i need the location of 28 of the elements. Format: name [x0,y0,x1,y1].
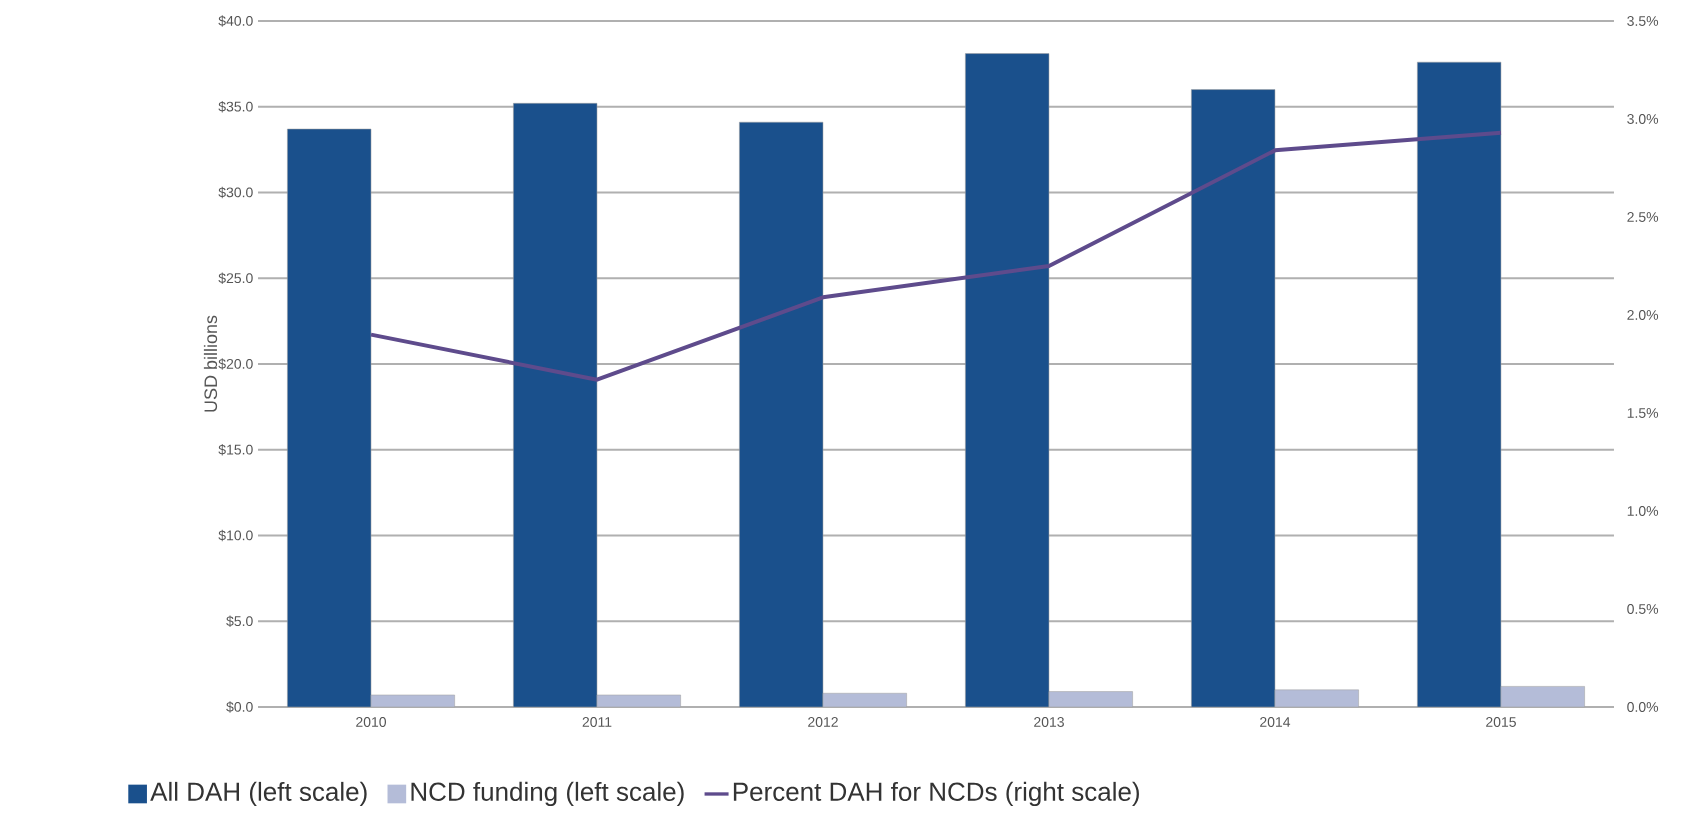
y-tick-label: $35.0 [218,101,253,113]
legend-label: All DAH (left scale) [150,781,367,807]
y-axis-title: USD billions [203,315,218,412]
y-tick-label: $5.0 [226,615,253,627]
y-tick-label: $15.0 [218,444,253,456]
x-tick-label: 2013 [1034,717,1064,727]
legend-label: NCD funding (left scale) [411,781,684,807]
y2-tick-label: 1.5% [1627,408,1659,418]
y-tick-label: $40.0 [218,15,253,27]
y-tick-label: $20.0 [218,358,253,370]
y2-tick-label: 1.0% [1627,506,1659,516]
x-tick-label: 2011 [582,717,612,727]
y-tick-label: $10.0 [218,529,253,542]
y2-tick-label: 3.0% [1627,114,1659,124]
line-series [369,130,1503,382]
x-tick-label: 2014 [1260,717,1291,727]
y2-tick-label: 3.5% [1627,16,1659,26]
y2-tick-label: 2.5% [1627,212,1659,222]
y-tick-label: $0.0 [226,701,253,713]
y2-tick-label: 2.0% [1627,310,1659,320]
x-tick-label: 2015 [1486,717,1516,727]
y2-tick-label: 0.0% [1627,702,1659,712]
legend-label: Percent DAH for NCDs (right scale) [733,781,1139,807]
y2-tick-label: 0.5% [1627,604,1659,614]
y-tick-label: $30.0 [218,186,253,199]
y-tick-label: $25.0 [218,272,253,284]
x-tick-label: 2010 [356,717,387,727]
x-tick-label: 2012 [808,717,838,727]
